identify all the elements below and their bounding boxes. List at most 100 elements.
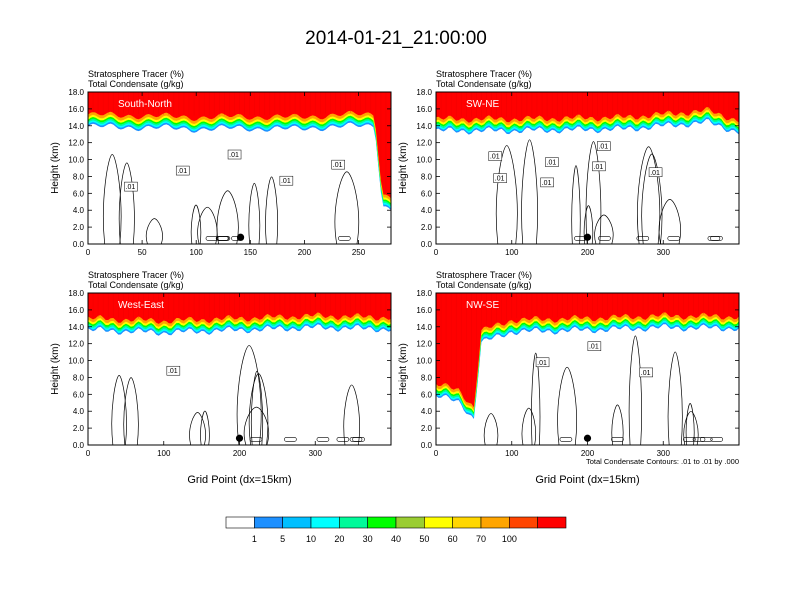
y-tick-label: 10.0 [68,156,84,165]
y-tick-label: 8.0 [73,373,85,382]
x-tick-label: 100 [190,248,204,257]
condensate-contour [118,162,135,244]
x-tick-label: 300 [657,248,671,257]
contour-label: .01 [650,170,660,177]
y-axis-label: Height (km) [50,343,61,395]
y-tick-label: 0.0 [73,240,85,249]
y-tick-label: 2.0 [73,424,85,433]
y-tick-label: 14.0 [68,323,84,332]
surface-contour [338,236,351,241]
contour-label: .01 [537,360,547,367]
y-tick-label: 6.0 [421,390,433,399]
location-marker [583,434,592,442]
condensate-contour [243,406,269,445]
panel-subtitle-field2: Total Condensate (g/kg) [88,79,184,89]
x-tick-label: 250 [352,248,366,257]
contour-label: .01 [177,168,187,175]
colorbar-swatch [225,516,255,529]
panel-label: SW-NE [466,99,499,110]
colorbar-swatch [395,516,425,529]
y-tick-label: 2.0 [73,223,85,232]
tracer-band [88,92,391,204]
y-tick-label: 6.0 [421,189,433,198]
y-tick-label: 2.0 [421,223,433,232]
plot-area: .01 .01 .01 [436,293,739,445]
condensate-contour [683,411,699,445]
location-marker [235,434,244,442]
colorbar-label: 50 [419,534,429,544]
panel-subtitle-field2: Total Condensate (g/kg) [436,79,532,89]
y-tick-label: 10.0 [68,357,84,366]
contour-label-box [597,141,611,151]
contour-label: .01 [490,154,500,161]
x-tick-label: 200 [581,248,595,257]
contour-label-box [540,177,554,188]
x-tick-label: 0 [86,449,91,458]
colorbar-label: 70 [476,534,486,544]
y-tick-label: 6.0 [73,189,85,198]
contour-label-box [592,161,606,172]
y-axis-label: Height (km) [398,343,409,395]
tracer-band [436,293,739,411]
colorbar-swatch [254,516,283,529]
surface-contour [215,236,229,241]
y-tick-label: 8.0 [73,172,85,181]
y-tick-label: 8.0 [421,172,433,181]
y-tick-label: 0.0 [73,441,85,450]
x-axis-label: Grid Point (dx=15km) [535,474,639,486]
y-tick-label: 10.0 [416,357,432,366]
colorbar-swatch [452,516,482,529]
condensate-contour [145,218,163,244]
y-tick-label: 16.0 [416,306,432,315]
surface-contour [284,437,297,442]
x-tick-label: 200 [581,449,595,458]
contour-label-box [279,175,294,186]
contour-label-box [175,165,190,176]
surface-contour [699,437,713,442]
plot-area: .01 .01 .01 .01 .01 [88,92,391,244]
contour-label-box [639,367,653,378]
surface-contour [559,437,573,442]
condensate-contour [521,139,538,244]
x-tick-label: 300 [657,449,671,458]
colorbar-label: 10 [306,534,316,544]
contour-label: .01 [547,160,557,167]
colorbar-label: 60 [448,534,458,544]
condensate-contour [190,204,202,244]
x-tick-label: 100 [505,449,519,458]
contour-label: .01 [126,184,136,191]
y-tick-label: 4.0 [73,206,85,215]
surface-contour [667,236,681,241]
y-tick-label: 18.0 [416,289,432,298]
y-tick-label: 14.0 [68,122,84,131]
y-tick-label: 4.0 [421,206,433,215]
condensate-contour [594,214,614,244]
contour-label: .01 [229,152,239,159]
contour-label-box [166,365,181,376]
contour-label-box [545,157,559,167]
y-tick-label: 12.0 [416,139,432,148]
condensate-contour [571,165,581,244]
y-tick-label: 10.0 [416,156,432,165]
panel-label: South-North [118,99,172,110]
colorbar-swatch [424,516,453,529]
contour-label: .01 [495,176,505,183]
condensate-contour [248,182,261,244]
surface-contour [710,236,723,241]
contour-label: .01 [168,368,178,375]
y-tick-label: 14.0 [416,323,432,332]
y-tick-label: 12.0 [68,139,84,148]
surface-contour [349,437,363,442]
condensate-contour [641,153,663,244]
y-tick-label: 16.0 [68,105,84,114]
location-marker [583,233,592,241]
colorbar-swatch [509,516,538,529]
condensate-contour [585,141,602,244]
surface-contour [683,437,696,442]
condensate-contour [123,377,139,445]
panel-subtitle-field1: Stratosphere Tracer (%) [88,69,184,79]
condensate-contour [667,351,683,445]
contour-label-box [648,167,663,178]
x-tick-label: 300 [309,449,323,458]
y-tick-label: 18.0 [416,88,432,97]
